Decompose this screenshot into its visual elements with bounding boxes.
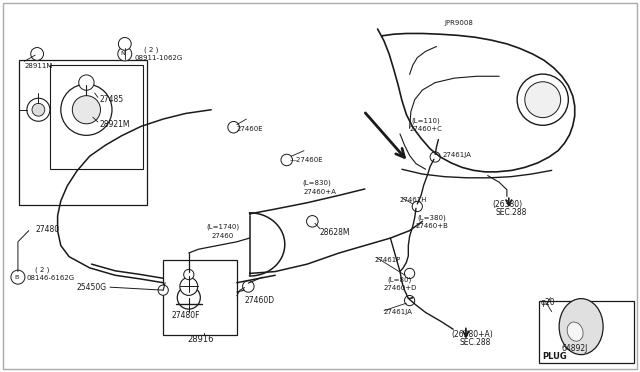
- Text: —27460E: —27460E: [289, 157, 323, 163]
- Text: 27460+B: 27460+B: [416, 223, 449, 229]
- Text: 25450G: 25450G: [77, 283, 107, 292]
- Text: 28921M: 28921M: [99, 120, 130, 129]
- Text: 64892J: 64892J: [562, 344, 588, 353]
- Text: PLUG: PLUG: [543, 352, 568, 361]
- Circle shape: [307, 216, 318, 227]
- Text: φ20: φ20: [541, 298, 556, 307]
- Text: 27460D: 27460D: [244, 296, 275, 305]
- Circle shape: [118, 47, 132, 61]
- Circle shape: [27, 98, 50, 121]
- Text: B: B: [14, 275, 18, 280]
- Text: (L=830): (L=830): [302, 180, 331, 186]
- Bar: [50, 65, 143, 169]
- Text: 27460+C: 27460+C: [410, 126, 442, 132]
- Text: ( 2 ): ( 2 ): [35, 266, 49, 273]
- Text: 08146-6162G: 08146-6162G: [27, 275, 75, 281]
- Circle shape: [412, 201, 422, 212]
- Circle shape: [32, 103, 45, 116]
- Circle shape: [79, 75, 94, 90]
- Circle shape: [31, 48, 44, 60]
- Text: (L=1740): (L=1740): [206, 224, 239, 230]
- Circle shape: [177, 286, 200, 309]
- Text: 27480: 27480: [35, 225, 60, 234]
- Circle shape: [184, 269, 194, 280]
- Text: (L=110): (L=110): [411, 118, 440, 124]
- Ellipse shape: [567, 322, 583, 341]
- Circle shape: [118, 38, 131, 50]
- Bar: [163, 260, 237, 335]
- Text: ( 2 ): ( 2 ): [144, 46, 158, 53]
- Text: 27460+D: 27460+D: [384, 285, 417, 291]
- Text: 08911-1062G: 08911-1062G: [134, 55, 182, 61]
- Text: 27460E: 27460E: [237, 126, 264, 132]
- Text: 27461JA: 27461JA: [443, 153, 472, 158]
- Circle shape: [404, 295, 415, 306]
- Bar: [539, 301, 634, 363]
- Text: 27485: 27485: [99, 95, 124, 104]
- Text: 28911M: 28911M: [24, 63, 52, 69]
- Circle shape: [158, 285, 168, 295]
- Text: SEC.288: SEC.288: [460, 339, 491, 347]
- Circle shape: [11, 270, 25, 284]
- Text: 28916: 28916: [188, 335, 214, 344]
- Circle shape: [61, 84, 112, 135]
- Circle shape: [517, 74, 568, 125]
- Text: (26380): (26380): [493, 200, 523, 209]
- Text: 27461JA: 27461JA: [384, 310, 413, 315]
- Text: 27460: 27460: [211, 233, 234, 239]
- Circle shape: [72, 96, 100, 124]
- Circle shape: [404, 268, 415, 279]
- Text: SEC.288: SEC.288: [496, 208, 527, 217]
- Ellipse shape: [559, 299, 603, 355]
- Text: 27461P: 27461P: [374, 257, 401, 263]
- Text: JPR9008: JPR9008: [445, 20, 474, 26]
- Text: (L=380): (L=380): [417, 214, 446, 221]
- Text: 27480F: 27480F: [172, 311, 200, 320]
- Text: (26380+A): (26380+A): [452, 330, 493, 339]
- Text: (L=80): (L=80): [387, 276, 412, 283]
- Circle shape: [228, 122, 239, 133]
- Circle shape: [281, 154, 292, 166]
- Bar: [19, 60, 147, 205]
- Text: N: N: [120, 51, 125, 57]
- Text: 28628M: 28628M: [320, 228, 351, 237]
- Text: 27461H: 27461H: [400, 197, 428, 203]
- Circle shape: [430, 152, 440, 162]
- Circle shape: [525, 82, 561, 118]
- Circle shape: [243, 281, 254, 292]
- Circle shape: [180, 278, 198, 295]
- Text: 27460+A: 27460+A: [304, 189, 337, 195]
